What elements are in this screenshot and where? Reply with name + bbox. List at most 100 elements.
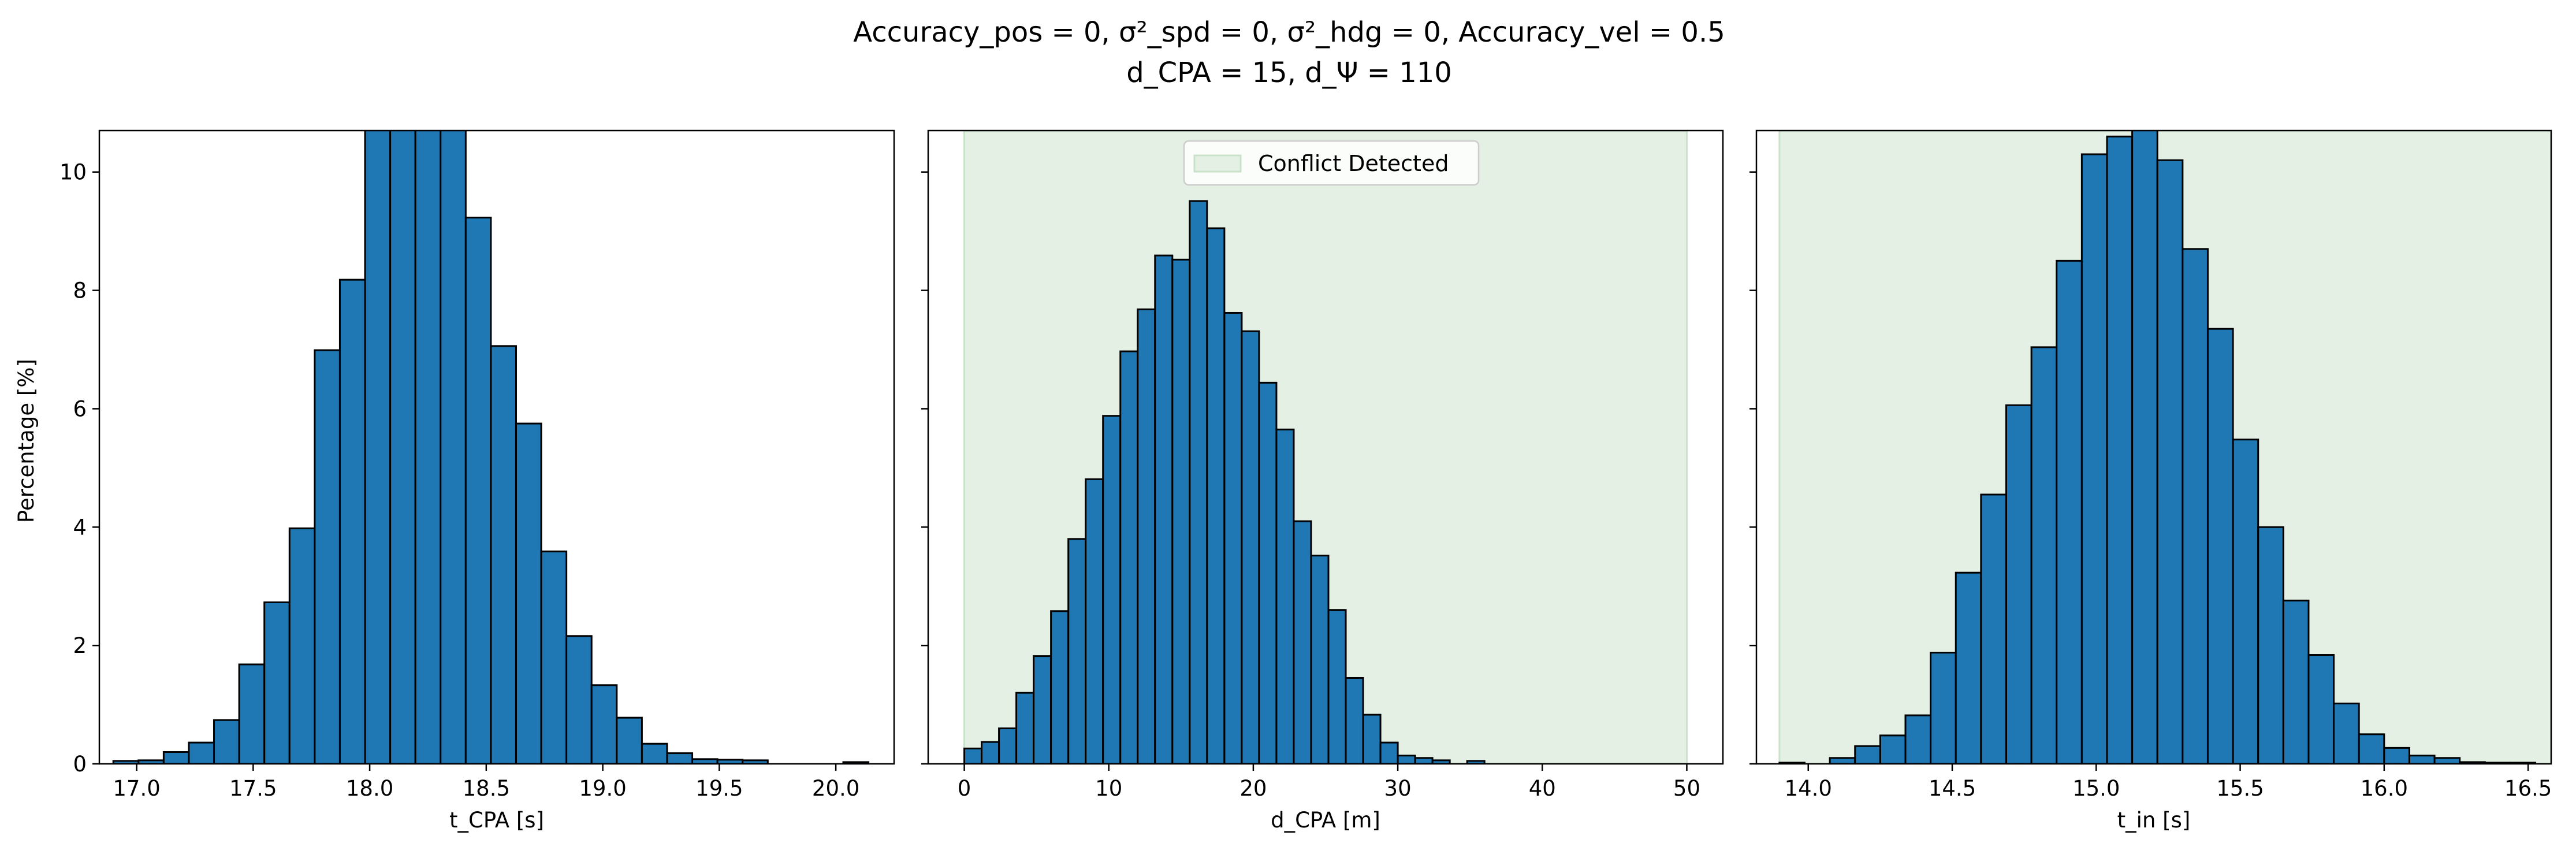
histogram-bar	[1085, 478, 1104, 764]
histogram-bar	[389, 131, 416, 764]
legend-label: Conflict Detected	[1258, 151, 1449, 176]
title-line-1: Accuracy_pos = 0, σ²_spd = 0, σ²_hdg = 0…	[853, 16, 1725, 49]
histogram-bar	[1414, 757, 1434, 764]
legend: Conflict Detected	[1183, 140, 1480, 186]
histogram-bar	[1930, 651, 1957, 764]
histogram-bar	[590, 684, 618, 764]
histogram-bar	[1223, 311, 1243, 764]
histogram-bar	[440, 131, 467, 764]
y-tick-label: 10	[59, 160, 87, 185]
axes-frame	[98, 129, 895, 765]
histogram-bar	[188, 741, 215, 764]
histogram-bar	[1154, 254, 1174, 764]
histogram-bar	[842, 761, 870, 764]
histogram-bar	[616, 716, 643, 764]
histogram-bar	[2005, 404, 2032, 764]
histogram-bar	[1904, 714, 1932, 764]
histogram-bar	[2156, 159, 2184, 764]
histogram-bar	[515, 422, 542, 764]
y-tick-label: 8	[73, 279, 87, 303]
histogram-bar	[2433, 757, 2461, 764]
x-tick-label: 14.0	[1785, 776, 1832, 801]
x-tick-label: 20.0	[812, 776, 859, 801]
histogram-bar	[2030, 346, 2058, 764]
x-axis-label: d_CPA [m]	[1271, 808, 1380, 833]
histogram-bar	[162, 751, 190, 764]
x-tick-label: 17.5	[229, 776, 277, 801]
histogram-bar	[1137, 308, 1156, 764]
y-tick-label: 0	[73, 752, 87, 777]
histogram-bar	[998, 727, 1018, 764]
histogram-bar	[364, 131, 392, 764]
subplot-t-cpa: 17.0 17.5 18.0 18.5 19.0 19.5 20.0 0 2 4 6 8 10 t_CPA…	[59, 129, 895, 833]
histogram-bar	[1980, 493, 2007, 764]
x-tick-label: 15.0	[2072, 776, 2120, 801]
histogram-bar	[540, 550, 568, 764]
x-tick-label: 15.5	[2216, 776, 2264, 801]
x-tick-label: 40	[1529, 776, 1556, 801]
histogram-bar	[263, 601, 291, 764]
y-tick-label: 6	[73, 396, 87, 421]
histogram-bar	[2307, 654, 2335, 764]
histogram-bar	[1189, 200, 1208, 764]
x-tick-label: 20	[1239, 776, 1267, 801]
histogram-bar	[1171, 258, 1191, 764]
title-line-2: d_CPA = 15, d_Ψ = 110	[1126, 57, 1452, 89]
x-tick-label: 30	[1384, 776, 1412, 801]
histogram-bar	[2106, 135, 2134, 764]
histogram-bar	[565, 635, 593, 764]
histogram-bar	[1015, 692, 1035, 764]
x-tick-label: 18.0	[346, 776, 393, 801]
histogram-bar	[464, 217, 492, 764]
histogram-bar	[314, 349, 341, 764]
axes-frame	[1755, 129, 2552, 765]
y-tick-label: 4	[73, 515, 87, 540]
legend-swatch	[1193, 154, 1242, 173]
histogram-bar	[1258, 381, 1278, 764]
x-tick-label: 18.5	[463, 776, 510, 801]
histogram-bar	[1102, 415, 1122, 764]
histogram-bar	[1829, 757, 1856, 764]
histogram-bar	[1275, 428, 1295, 764]
histogram-bar	[238, 663, 266, 764]
histogram-bar	[414, 131, 442, 764]
x-axis-label: t_in [s]	[2117, 808, 2191, 833]
histogram-bar	[2232, 439, 2259, 764]
histogram-bar	[2257, 526, 2284, 764]
histogram-bar	[2408, 755, 2436, 764]
histogram-bar	[1067, 538, 1087, 764]
histogram-bar	[641, 742, 668, 764]
histogram-bar	[338, 279, 366, 764]
histogram-bar	[1854, 745, 1881, 764]
histogram-bar	[2080, 153, 2108, 764]
x-tick-label: 0	[958, 776, 971, 801]
x-tick-label: 17.0	[113, 776, 160, 801]
x-tick-label: 10	[1095, 776, 1122, 801]
plot-area	[1778, 131, 2551, 764]
histogram-bar	[288, 527, 316, 764]
histogram-bar	[2383, 747, 2410, 764]
histogram-bar	[981, 741, 1000, 764]
x-tick-label: 19.0	[579, 776, 626, 801]
histogram-bar	[1466, 760, 1486, 764]
legend-box	[1183, 140, 1480, 186]
figure-title: Accuracy_pos = 0, σ²_spd = 0, σ²_hdg = 0…	[853, 16, 1725, 89]
histogram-bar	[490, 345, 517, 764]
histogram-bar	[1345, 677, 1364, 764]
histogram-bar	[1293, 520, 1312, 764]
x-tick-label: 19.5	[695, 776, 743, 801]
histogram-bar	[2333, 703, 2360, 764]
histogram-bar	[742, 759, 769, 764]
histogram-bar	[1119, 350, 1139, 764]
histogram-bar	[963, 747, 983, 764]
histogram-bar	[2056, 259, 2083, 764]
histogram-bar	[2282, 599, 2310, 764]
histogram-bar	[2182, 248, 2209, 764]
histogram-bar	[1206, 227, 1226, 764]
subplot-d-cpa: 0 10 20 30 40 50 d_CPA [m] Conflict Detected	[921, 129, 1724, 833]
plot-area	[963, 131, 1688, 764]
histogram-bar	[1310, 554, 1330, 764]
histogram-bar	[2206, 328, 2234, 764]
x-axis-label: t_CPA [s]	[449, 808, 544, 833]
